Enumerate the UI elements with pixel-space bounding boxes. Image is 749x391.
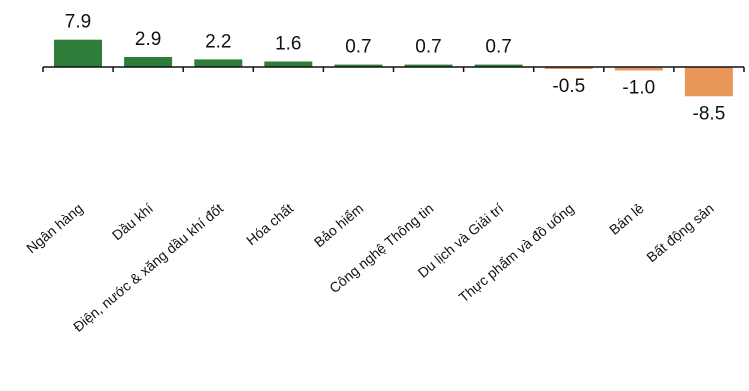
bar-7 <box>474 64 523 67</box>
value-label-7: 0.7 <box>485 37 511 58</box>
bar-4 <box>264 61 313 67</box>
value-label-5: 0.7 <box>345 37 371 58</box>
bar-5 <box>334 64 383 67</box>
bar-2 <box>124 57 173 67</box>
category-label-9: Bán lẻ <box>606 200 647 238</box>
bar-3 <box>194 59 243 67</box>
value-label-10: -8.5 <box>693 103 726 124</box>
value-label-9: -1.0 <box>622 78 655 99</box>
category-label-3: Điện, nước & xăng dầu khí đốt <box>70 200 226 335</box>
value-labels-group: 7.9 2.9 2.2 1.6 0.7 0.7 0.7 -0.5 -1.0 -8.5 <box>65 12 725 125</box>
category-label-4: Hóa chất <box>243 200 296 248</box>
category-label-8: Thực phẩm và đồ uống <box>456 200 577 305</box>
category-label-2: Dầu khí <box>109 200 156 243</box>
value-label-2: 2.9 <box>135 29 161 50</box>
value-label-4: 1.6 <box>275 34 301 55</box>
bar-1 <box>54 39 102 67</box>
bars-group <box>54 39 733 97</box>
value-label-8: -0.5 <box>552 76 585 97</box>
axis-group <box>42 66 745 72</box>
category-label-1: Ngân hàng <box>23 200 86 256</box>
bar-6 <box>404 64 453 67</box>
category-label-10: Bất động sản <box>643 200 716 265</box>
value-label-1: 7.9 <box>65 12 91 33</box>
category-label-5: Bảo hiểm <box>311 200 367 250</box>
bar-9 <box>614 67 663 71</box>
value-label-3: 2.2 <box>205 31 231 52</box>
bar-8 <box>544 67 593 69</box>
bar-10 <box>684 67 733 97</box>
value-label-6: 0.7 <box>415 37 441 58</box>
